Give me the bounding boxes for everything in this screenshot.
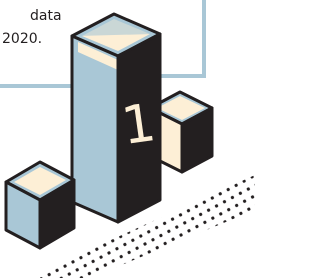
text-line: 2020. [2,31,42,47]
illustration: data 2020. 1 [0,0,255,278]
frame-line [160,0,204,76]
page: data 2020. 1 (() => { const data = JS [0,0,255,278]
text-line: data [30,8,62,24]
box-left [6,162,74,248]
